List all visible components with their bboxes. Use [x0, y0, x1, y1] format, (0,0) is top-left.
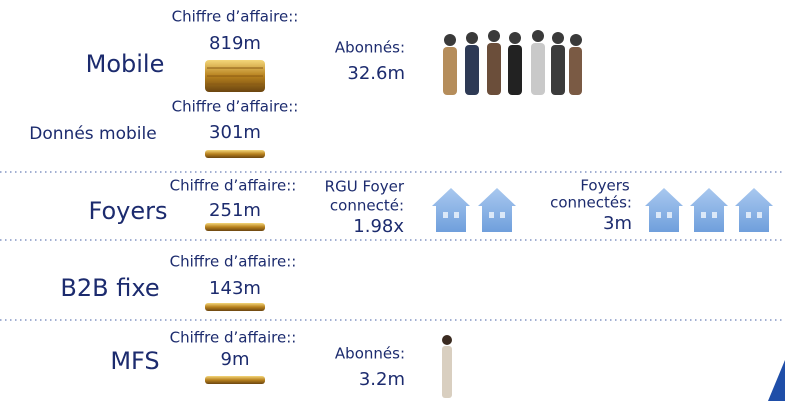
metric-label: Abonnés: — [335, 39, 405, 57]
metric-label: Foyers — [580, 177, 630, 195]
metric-label: RGU Foyer — [325, 178, 405, 196]
revenue-value: 819m — [209, 33, 261, 54]
metric-value: 3m — [603, 213, 632, 234]
people-photo — [437, 28, 585, 98]
metric-label: connecté: — [330, 197, 404, 215]
revenue-label: Chiffre d’affaire:: — [172, 8, 299, 26]
segment-name: Foyers — [89, 197, 168, 225]
metric-value: 32.6m — [347, 63, 405, 84]
revenue-value: 9m — [221, 349, 250, 370]
metric-label: connectés: — [550, 194, 632, 212]
metric-label: Abonnés: — [335, 345, 405, 363]
metric-value: 1.98x — [353, 216, 404, 237]
revenue-label: Chiffre d’affaire:: — [170, 253, 297, 271]
revenue-value: 301m — [209, 122, 261, 143]
revenue-label: Chiffre d’affaire:: — [170, 329, 297, 347]
segment-name: B2B fixe — [60, 274, 159, 302]
segment-name: MFS — [110, 347, 159, 375]
corner-accent — [768, 360, 785, 401]
separators — [0, 171, 785, 321]
coins — [205, 60, 265, 384]
segment-name: Mobile — [86, 50, 165, 78]
metric-value: 3.2m — [359, 369, 405, 390]
segment-name: Donnés mobile — [29, 124, 156, 144]
person-photo — [442, 335, 452, 398]
revenue-label: Chiffre d’affaire:: — [172, 98, 299, 116]
revenue-value: 251m — [209, 200, 261, 221]
revenue-label: Chiffre d’affaire:: — [170, 177, 297, 195]
revenue-value: 143m — [209, 278, 261, 299]
